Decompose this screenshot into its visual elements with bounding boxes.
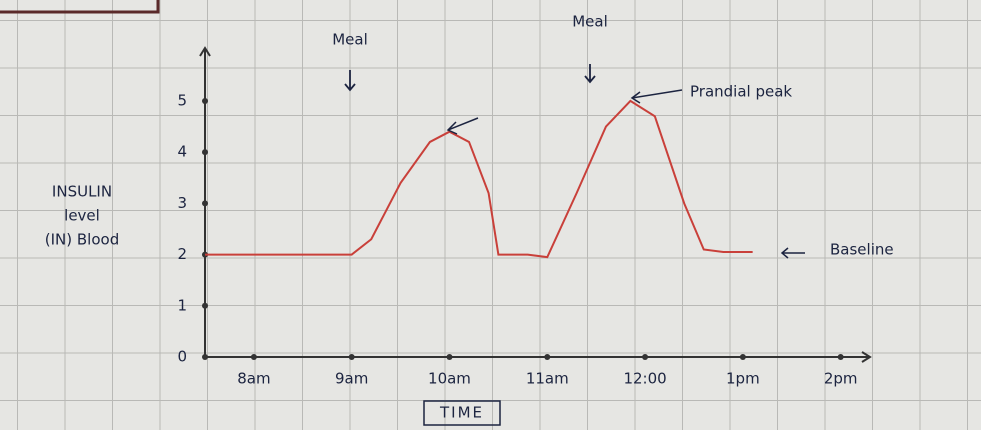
y-tick [202,149,208,155]
y-axis-label: level [64,207,100,225]
annotation: Prandial peak [690,83,792,101]
x-tick [642,354,648,360]
peak-arrow [632,90,682,103]
meal-arrow [585,64,595,82]
chart: 0 1 2 3 4 5 8am 9am 10am 11am 12:00 1pm 2pm TIME INSUL… [0,0,981,430]
meal-arrow [345,70,355,90]
annotation: Meal [332,31,368,49]
y-tick [202,354,208,360]
y-tick-label: 1 [177,296,187,314]
x-tick [740,354,746,360]
x-tick [446,354,452,360]
y-tick-label: 4 [177,143,187,161]
y-axis-label: INSULIN [52,183,112,201]
x-axis-label: TIME [439,404,484,422]
y-tick-label: 3 [177,194,187,212]
y-tick [202,200,208,206]
x-tick [838,354,844,360]
annotation: Baseline [830,241,894,259]
x-tick-label: 12:00 [623,370,666,388]
annotation: Meal [572,13,608,31]
x-tick-label: 2pm [824,370,858,388]
x-tick-label: 11am [526,370,569,388]
y-tick [202,303,208,309]
line [205,101,753,257]
x-tick [251,354,257,360]
y-tick [202,98,208,104]
x-tick-label: 9am [335,370,368,388]
box-edge [0,0,158,12]
baseline-arrow [782,248,805,258]
peak-arrow [448,118,478,134]
y-tick-label: 2 [177,245,187,263]
y-tick-label: 0 [177,348,187,366]
y-tick-label: 5 [177,91,187,109]
x-tick-label: 8am [237,370,270,388]
x-tick-label: 1pm [726,370,760,388]
x-tick [544,354,550,360]
x-tick [349,354,355,360]
x-tick-label: 10am [428,370,471,388]
y-axis-label: (IN) Blood [45,231,119,249]
page: 0 1 2 3 4 5 8am 9am 10am 11am 12:00 1pm 2pm TIME INSUL… [0,0,981,430]
